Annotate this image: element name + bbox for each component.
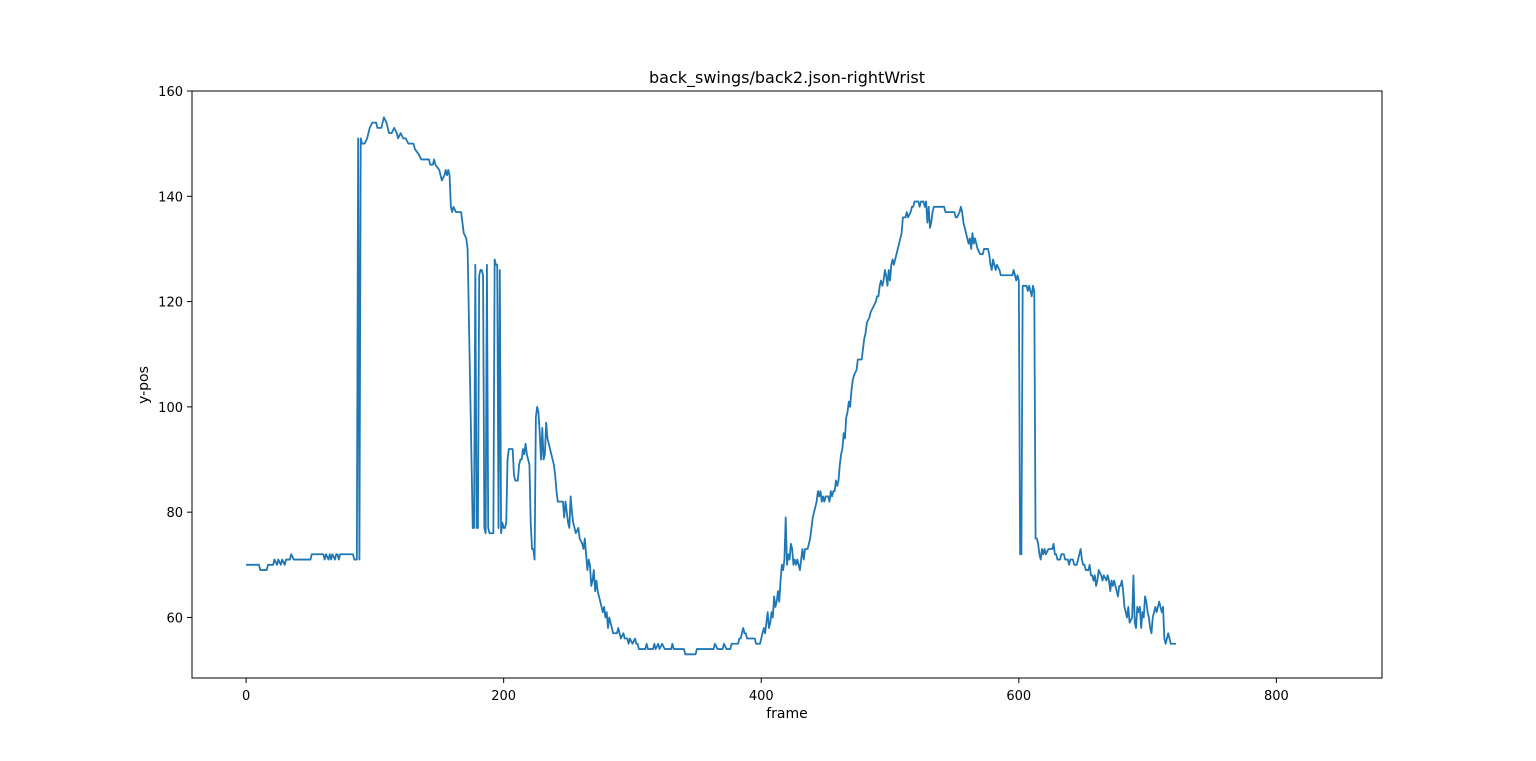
y-tick-label: 80 [166,506,183,521]
y-tick-label: 160 [158,85,183,100]
x-tick-label: 200 [491,689,516,704]
x-axis: 0 200 400 600 800 [242,678,1289,704]
plot-frame [191,90,1383,679]
x-tick-label: 400 [749,689,774,704]
chart-title: back_swings/back2.json-rightWrist [649,68,925,88]
x-axis-label: frame [766,706,808,722]
y-axis-label: y-pos [136,366,152,404]
x-tick-label: 800 [1264,689,1289,704]
y-axis: 60 80 100 120 140 160 [158,85,192,626]
y-tick-label: 120 [158,296,183,311]
y-tick-label: 60 [166,611,183,626]
chart-marks [246,116,1176,656]
x-tick-label: 0 [242,689,250,704]
series-line-0 [246,116,1176,656]
y-tick-label: 100 [158,401,183,416]
x-tick-label: 600 [1006,689,1031,704]
y-tick-label: 140 [158,190,183,205]
